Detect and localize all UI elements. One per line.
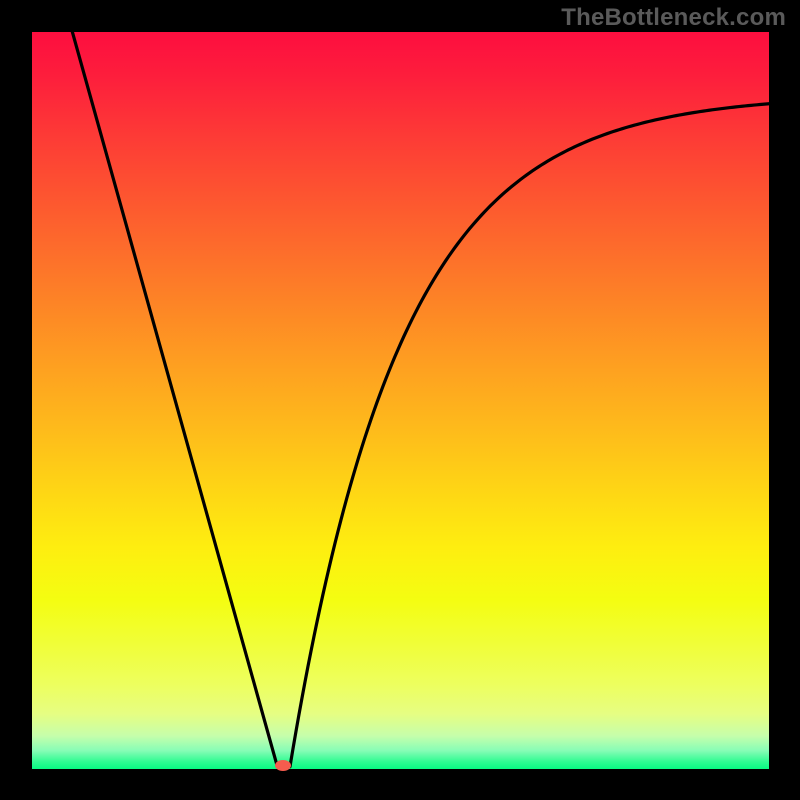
- chart-container: TheBottleneck.com: [0, 0, 800, 800]
- bottleneck-curve: [32, 32, 769, 769]
- optimum-marker: [275, 760, 291, 771]
- watermark-text: TheBottleneck.com: [561, 4, 786, 32]
- plot-area: [32, 32, 769, 769]
